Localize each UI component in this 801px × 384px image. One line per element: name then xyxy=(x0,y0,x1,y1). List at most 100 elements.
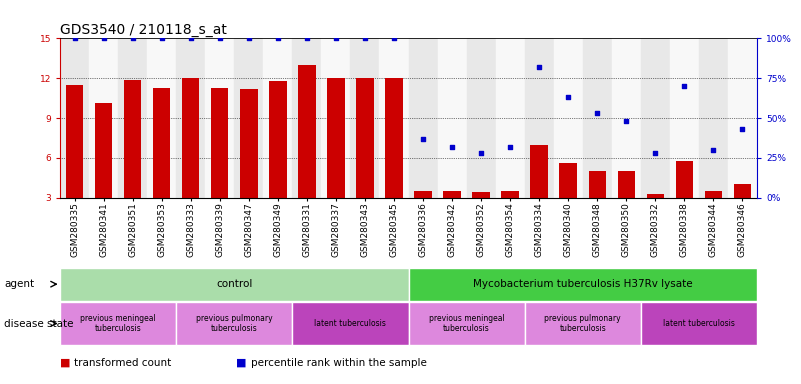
Text: agent: agent xyxy=(4,279,34,289)
Bar xyxy=(589,171,606,198)
Bar xyxy=(501,191,519,198)
Point xyxy=(707,147,720,153)
Bar xyxy=(496,38,525,198)
Bar xyxy=(211,88,228,198)
Bar xyxy=(409,302,525,345)
Point xyxy=(243,35,256,41)
Bar xyxy=(124,79,141,198)
Bar xyxy=(327,78,344,198)
Bar xyxy=(60,268,409,301)
Bar xyxy=(118,38,147,198)
Bar xyxy=(525,302,641,345)
Bar xyxy=(612,38,641,198)
Bar xyxy=(559,163,577,198)
Point xyxy=(155,35,168,41)
Text: previous meningeal
tuberculosis: previous meningeal tuberculosis xyxy=(80,314,156,333)
Point xyxy=(417,136,429,142)
Point xyxy=(533,64,545,70)
Bar xyxy=(89,38,118,198)
Bar xyxy=(95,103,112,198)
Bar xyxy=(356,78,373,198)
Bar xyxy=(211,88,228,198)
Point xyxy=(300,35,313,41)
Bar xyxy=(530,145,548,198)
Bar xyxy=(618,171,635,198)
Text: previous meningeal
tuberculosis: previous meningeal tuberculosis xyxy=(429,314,505,333)
Bar xyxy=(409,38,437,198)
Bar xyxy=(641,302,757,345)
Bar xyxy=(473,192,489,198)
Bar xyxy=(525,38,553,198)
Point xyxy=(678,83,690,89)
Bar xyxy=(350,38,380,198)
Bar xyxy=(176,38,205,198)
Text: GDS3540 / 210118_s_at: GDS3540 / 210118_s_at xyxy=(60,23,227,37)
Text: latent tuberculosis: latent tuberculosis xyxy=(315,319,386,328)
Bar xyxy=(414,191,432,198)
Point xyxy=(475,150,488,156)
Bar xyxy=(356,78,373,198)
Bar xyxy=(530,145,548,198)
Bar xyxy=(443,191,461,198)
Bar xyxy=(443,191,461,198)
Bar xyxy=(60,302,176,345)
Text: disease state: disease state xyxy=(4,318,74,329)
Bar xyxy=(675,161,693,198)
Bar xyxy=(675,161,693,198)
Point xyxy=(68,35,81,41)
Bar xyxy=(124,79,141,198)
Point xyxy=(388,35,400,41)
Bar xyxy=(641,38,670,198)
Text: percentile rank within the sample: percentile rank within the sample xyxy=(251,358,427,368)
Bar xyxy=(385,78,403,198)
Point xyxy=(736,126,749,132)
Point xyxy=(504,144,517,150)
Bar xyxy=(292,302,409,345)
Bar xyxy=(147,38,176,198)
Point xyxy=(97,35,110,41)
Text: Mycobacterium tuberculosis H37Rv lysate: Mycobacterium tuberculosis H37Rv lysate xyxy=(473,279,693,289)
Bar xyxy=(409,268,757,301)
Point xyxy=(213,35,226,41)
Bar xyxy=(66,85,83,198)
Point xyxy=(359,35,372,41)
Text: previous pulmonary
tuberculosis: previous pulmonary tuberculosis xyxy=(196,314,272,333)
Bar xyxy=(240,89,257,198)
Bar xyxy=(414,191,432,198)
Bar xyxy=(182,78,199,198)
Bar xyxy=(321,38,350,198)
Point xyxy=(184,35,197,41)
Text: latent tuberculosis: latent tuberculosis xyxy=(663,319,735,328)
Bar xyxy=(153,88,171,198)
Text: ■: ■ xyxy=(236,358,250,368)
Bar xyxy=(646,194,664,198)
Bar xyxy=(589,171,606,198)
Bar xyxy=(234,38,264,198)
Bar xyxy=(264,38,292,198)
Bar xyxy=(60,38,89,198)
Bar xyxy=(705,191,722,198)
Bar xyxy=(153,88,171,198)
Point xyxy=(127,35,139,41)
Bar xyxy=(66,85,83,198)
Bar xyxy=(582,38,612,198)
Bar xyxy=(728,38,757,198)
Bar xyxy=(269,81,287,198)
Point xyxy=(562,94,574,101)
Bar xyxy=(734,184,751,198)
Bar xyxy=(385,78,403,198)
Bar xyxy=(298,65,316,198)
Bar xyxy=(559,163,577,198)
Bar xyxy=(380,38,409,198)
Point xyxy=(329,35,342,41)
Text: control: control xyxy=(216,279,252,289)
Bar xyxy=(705,191,722,198)
Text: ■: ■ xyxy=(60,358,74,368)
Bar xyxy=(466,38,496,198)
Point xyxy=(591,110,604,116)
Point xyxy=(620,118,633,124)
Point xyxy=(272,35,284,41)
Bar xyxy=(670,38,698,198)
Text: previous pulmonary
tuberculosis: previous pulmonary tuberculosis xyxy=(545,314,621,333)
Bar xyxy=(205,38,234,198)
